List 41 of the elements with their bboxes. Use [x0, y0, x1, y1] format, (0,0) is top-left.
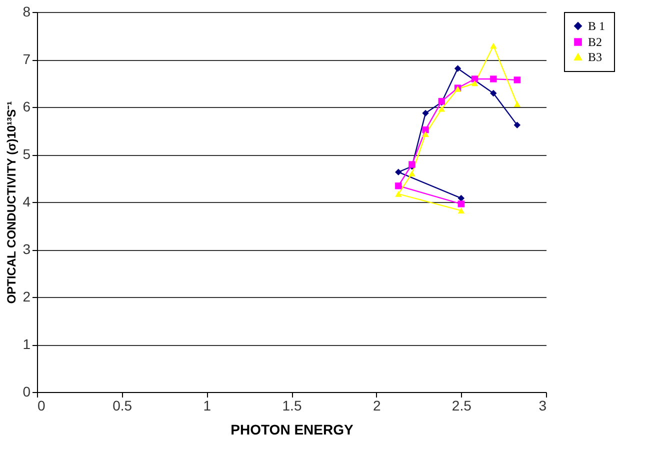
point	[458, 194, 465, 202]
point	[408, 170, 416, 176]
point	[395, 191, 402, 197]
x-tick-label: 0	[38, 398, 46, 414]
point	[422, 110, 429, 117]
x-tick-label: 1.5	[282, 398, 302, 414]
point	[514, 76, 521, 84]
y-tick-label: 2	[22, 288, 31, 304]
point	[422, 131, 429, 137]
y-tick-label: 6	[22, 98, 31, 114]
y-tick-label: 8	[22, 4, 31, 20]
legend-label: B2	[588, 35, 602, 49]
y-axis-title: OPTICAL CONDUCTIVITY (σ)10¹³S⁻¹	[4, 101, 19, 304]
point	[438, 106, 446, 112]
legend-label: B3	[588, 50, 602, 64]
y-tick-label: 4	[22, 194, 31, 210]
point	[395, 168, 402, 176]
point	[458, 200, 465, 208]
legend-label: B 1	[588, 19, 606, 33]
point	[458, 208, 465, 214]
point	[471, 76, 478, 82]
y-tick-label: 7	[22, 51, 31, 67]
x-axis-title: PHOTON ENERGY	[230, 422, 354, 438]
y-tick-label: 0	[22, 384, 31, 400]
x-tick-label: 2.5	[452, 398, 472, 414]
y-tick-label: 1	[22, 336, 31, 352]
point	[514, 101, 521, 108]
point	[422, 126, 429, 134]
x-tick-label: 1	[203, 398, 212, 414]
point	[454, 65, 462, 72]
point	[514, 122, 521, 128]
x-tick-label: 3	[538, 398, 547, 414]
point	[490, 76, 497, 82]
x-tick-label: 0.5	[112, 398, 132, 414]
x-tick-label: 2	[372, 398, 381, 414]
point	[490, 90, 497, 97]
y-tick-label: 5	[22, 146, 31, 162]
y-tick-label: 3	[22, 241, 31, 257]
point	[471, 80, 478, 86]
point	[490, 42, 497, 49]
point	[395, 182, 402, 190]
